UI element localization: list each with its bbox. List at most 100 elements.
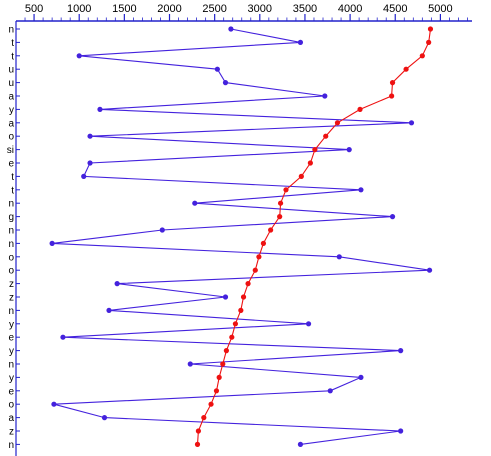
x-tick-label: 2500 [202, 3, 226, 15]
series-1-point [358, 187, 363, 192]
series-2-point [208, 402, 213, 407]
series-2-line [198, 29, 431, 444]
series-2-point [312, 147, 317, 152]
series-1-point [87, 134, 92, 139]
y-tick-label: y [9, 105, 14, 116]
series-2-point [277, 214, 282, 219]
series-1-point [223, 80, 228, 85]
series-2-point [220, 361, 225, 366]
series-1-point [215, 67, 220, 72]
y-tick-label: n [8, 199, 14, 210]
series-2-point [428, 26, 433, 31]
series-2-point [389, 93, 394, 98]
series-1-point [192, 201, 197, 206]
series-1-point [306, 321, 311, 326]
series-2-point [233, 321, 238, 326]
series-2-point [426, 40, 431, 45]
series-2-point [308, 160, 313, 165]
series-layer [50, 26, 434, 447]
y-tick-label: n [8, 360, 14, 371]
x-tick-label: 500 [25, 3, 43, 15]
series-1-point [102, 415, 107, 420]
y-tick-label: n [8, 226, 14, 237]
series-1-point [50, 241, 55, 246]
y-tick-label: e [8, 333, 14, 344]
series-2-point [256, 254, 261, 259]
y-tick-label: n [8, 440, 14, 451]
series-2-point [238, 308, 243, 313]
series-2-point [390, 80, 395, 85]
y-tick-label: u [8, 65, 14, 76]
series-2-point [196, 428, 201, 433]
y-tick-label: e [8, 386, 14, 397]
y-tick-label: si [7, 145, 14, 156]
y-tick-label: g [8, 212, 14, 223]
series-1-point [347, 147, 352, 152]
series-2-point [201, 415, 206, 420]
series-2-point [214, 388, 219, 393]
y-tick-label: a [8, 413, 14, 424]
series-2-point [420, 53, 425, 58]
series-1-point [390, 214, 395, 219]
x-tick-label: 3500 [293, 3, 317, 15]
series-1-point [115, 281, 120, 286]
x-tick-label: 4000 [338, 3, 362, 15]
series-1-point [409, 120, 414, 125]
x-axis: 500 1000 1500 2000 2500 3000 3500 4000 4500 5000 [16, 3, 472, 21]
series-1-point [337, 254, 342, 259]
series-1-point [298, 40, 303, 45]
series-1-point [398, 348, 403, 353]
series-1-point [106, 308, 111, 313]
y-tick-label: o [8, 400, 14, 411]
series-2-point [268, 227, 273, 232]
y-tick-label: o [8, 252, 14, 263]
series-1-point [81, 174, 86, 179]
x-tick-label: 5000 [428, 3, 452, 15]
series-2-point [224, 348, 229, 353]
series-1-point [188, 361, 193, 366]
series-2-point [217, 375, 222, 380]
y-tick-label: t [11, 51, 14, 62]
series-1-point [60, 335, 65, 340]
series-2-point [261, 241, 266, 246]
series-1-point [322, 93, 327, 98]
series-1-point [223, 294, 228, 299]
y-tick-label: u [8, 78, 14, 89]
series-2-point [283, 187, 288, 192]
series-1-point [160, 227, 165, 232]
series-1-point [427, 268, 432, 273]
y-tick-label: n [8, 306, 14, 317]
y-tick-label: z [9, 279, 14, 290]
y-tick-label: o [8, 132, 14, 143]
series-2-point [241, 294, 246, 299]
series-2 [195, 26, 433, 447]
y-tick-label: y [9, 373, 14, 384]
y-tick-label: a [8, 92, 14, 103]
series-2-point [357, 107, 362, 112]
x-tick-label: 4500 [383, 3, 407, 15]
series-1-point [358, 375, 363, 380]
series-2-point [278, 201, 283, 206]
series-1-point [328, 388, 333, 393]
y-tick-label: z [9, 293, 14, 304]
x-tick-label: 1000 [67, 3, 91, 15]
y-tick-label: y [9, 346, 14, 357]
y-tick-label: z [9, 427, 14, 438]
y-tick-label: t [11, 185, 14, 196]
series-1-point [87, 160, 92, 165]
series-2-point [335, 120, 340, 125]
series-1-point [398, 428, 403, 433]
series-2-point [195, 442, 200, 447]
y-tick-label: t [11, 38, 14, 49]
y-tick-label: t [11, 172, 14, 183]
y-tick-label: n [8, 239, 14, 250]
series-1 [50, 26, 433, 447]
series-2-point [229, 335, 234, 340]
series-1-point [77, 53, 82, 58]
series-1-point [298, 442, 303, 447]
x-tick-label: 3000 [248, 3, 272, 15]
x-tick-label: 1500 [112, 3, 136, 15]
series-2-point [403, 67, 408, 72]
